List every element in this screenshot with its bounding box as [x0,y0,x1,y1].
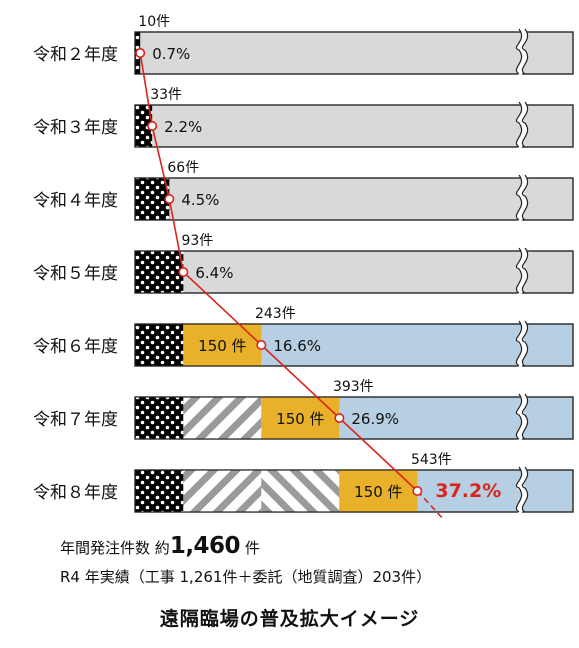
count-label: 66件 [167,160,199,176]
category-label: 令和６年度 [33,337,118,357]
trend-point [412,485,423,496]
trend-line-layer [135,47,446,520]
bar-outline [134,31,574,75]
trend-extension [416,490,446,520]
trend-point [256,339,267,350]
bar-row: 令和５年度 [33,246,574,296]
bar-remainder [134,31,574,75]
percent-label: 2.2% [164,118,202,136]
bar-segment-dots [135,324,184,366]
axis-break-right [521,247,529,294]
category-label: 令和２年度 [33,45,118,65]
axis-break-left [515,174,523,221]
axis-break-left [515,393,523,440]
category-label: 令和５年度 [33,264,118,284]
axis-break-right [521,393,529,440]
bar-segment-dots [135,105,153,147]
axis-break-left [515,320,523,367]
percent-label: 16.6% [273,337,321,355]
increment-label: 150 件 [354,483,402,501]
trend-point [164,194,175,205]
category-label: 令和４年度 [33,191,118,211]
bar-outline [134,323,574,367]
bar-segment-diag-right [183,397,262,439]
axis-break-left [515,247,523,294]
bar-segment-diag-left [261,470,340,512]
axis-break-gap [516,246,528,296]
bar-outline [134,177,574,221]
axis-break-right [521,174,529,221]
category-label: 令和３年度 [33,118,118,138]
category-label: 令和８年度 [33,483,118,503]
annual-orders-total: 年間発注件数 約1,460 件 [60,533,579,559]
axis-break-left [515,101,523,148]
annual-orders-unit: 件 [244,539,260,557]
percent-label: 26.9% [351,410,399,428]
bar-row: 令和８年度 150 件 [33,465,574,515]
count-label: 243件 [255,306,296,322]
axis-break-gap [516,319,528,369]
bar-outline [134,104,574,148]
r4-actuals-note: R4 年実績（工事 1,261件＋委託（地質調査）203件） [60,568,432,586]
axis-break-right [521,28,529,75]
count-label: 393件 [333,379,374,395]
increment-label: 150 件 [276,410,324,428]
annual-orders-value: 1,460 [169,533,241,559]
category-label: 令和７年度 [33,410,118,430]
approx-label: 約 [154,539,170,557]
axis-break-left [515,466,523,513]
axis-break-gap [516,465,528,515]
bar-row: 令和４年度 [33,173,574,223]
bar-remainder [134,104,574,148]
label-layer: 10件 0.7% 33件 2.2% 66件 4.5% 93件 6.4% 243件 16.6% 393… [138,14,501,502]
axis-break-left [515,28,523,75]
count-label: 10件 [138,14,170,30]
bar-row: 令和２年度 [33,27,574,77]
bar-segment-increment [339,470,418,512]
bar-segment-increment [261,397,340,439]
percent-label: 4.5% [181,191,219,209]
count-label: 33件 [150,87,182,103]
axis-break-gap [516,27,528,77]
axis-break-gap [516,392,528,442]
count-label: 543件 [411,452,452,468]
bar-segment-dots [135,397,184,439]
bar-segment-diag-right [183,470,262,512]
bar-row: 令和６年度 150 件 [33,319,574,369]
percent-label: 37.2% [435,480,501,502]
axis-break-gap [516,173,528,223]
trend-point [135,47,146,58]
trend-point [178,266,189,277]
bar-outline [134,396,574,440]
bar-segment-increment [183,324,262,366]
bar-remainder [134,250,574,294]
count-label: 93件 [181,233,213,249]
trend-point [147,121,158,132]
axis-break-right [521,101,529,148]
axis-break-gap [516,100,528,150]
bar-row: 令和７年度 150 件 [33,392,574,442]
bar-outline [134,250,574,294]
bar-row: 令和３年度 [33,100,574,150]
bar-segment-dots [135,178,170,220]
increment-label: 150 件 [198,337,246,355]
axis-break-right [521,466,529,513]
bar-segment-dots [135,251,184,293]
percent-label: 6.4% [195,264,233,282]
percent-label: 0.7% [152,45,190,63]
annual-orders-label: 年間発注件数 [60,539,151,557]
axis-break-right [521,320,529,367]
chart-caption: 遠隔臨場の普及拡大イメージ [159,608,420,630]
trend-point [334,412,345,423]
bar-segment-dots [135,470,184,512]
bar-outline [134,469,574,513]
